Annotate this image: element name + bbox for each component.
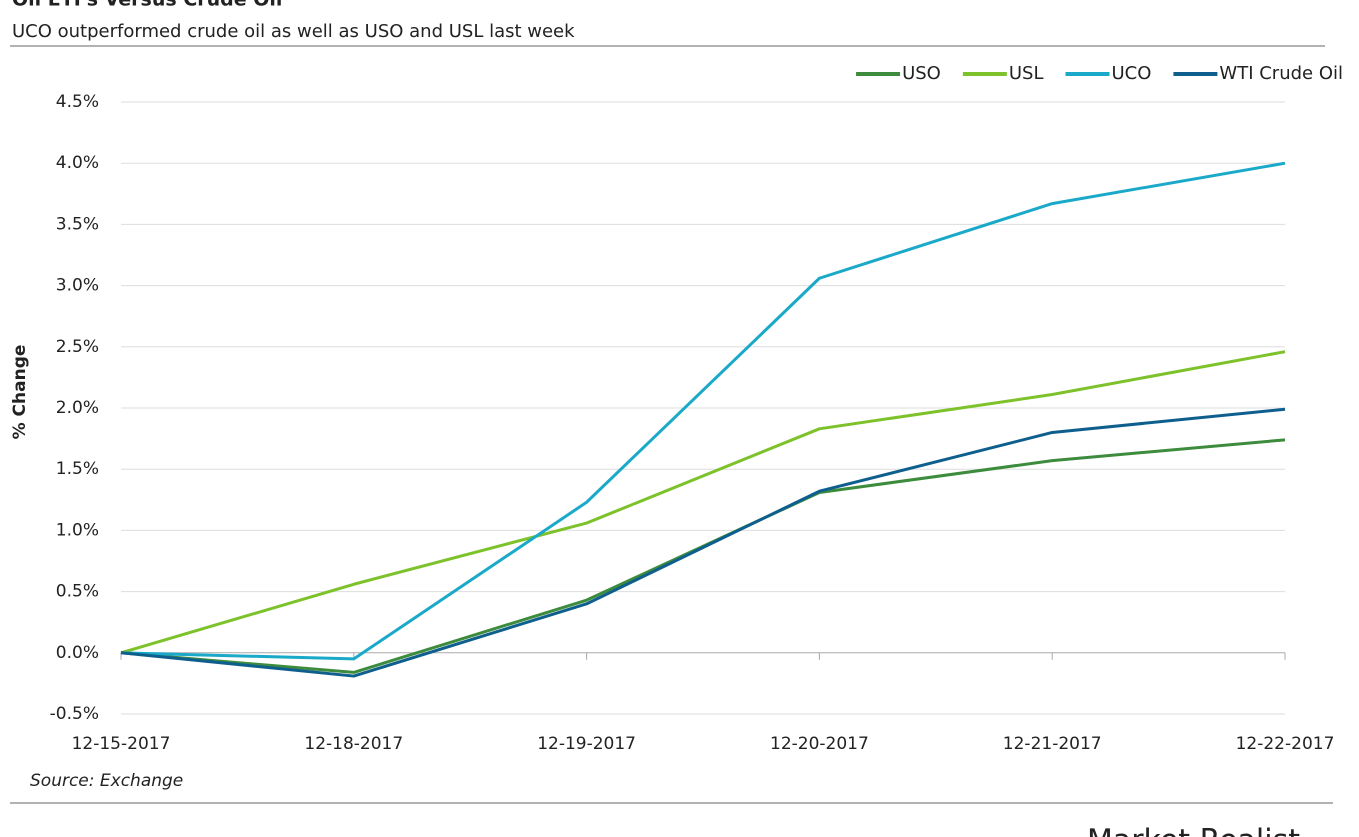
legend-label: UCO (1111, 63, 1151, 84)
y-tick-label: -0.5% (50, 704, 99, 724)
x-tick-label: 12-15-2017 (72, 734, 171, 754)
line-series (120, 407, 1286, 678)
y-tick-label: 4.0% (56, 153, 99, 173)
legend-label: USL (1009, 63, 1044, 84)
chart-subtitle: UCO outperformed crude oil as well as US… (12, 21, 575, 42)
watermark: Market Realist (1087, 824, 1300, 837)
legend-label: WTI Crude Oil (1219, 63, 1343, 84)
x-tick-label: 12-22-2017 (1236, 734, 1335, 754)
line-series (120, 161, 1286, 661)
x-tick-label: 12-21-2017 (1003, 734, 1102, 754)
legend-label: USO (902, 63, 941, 84)
x-tick-label: 12-20-2017 (770, 734, 869, 754)
y-tick-label: 0.0% (56, 643, 99, 663)
y-tick-label: 3.5% (56, 214, 99, 234)
source: Source: Exchange (30, 771, 183, 791)
y-tick-label: 1.0% (56, 520, 99, 540)
x-tick-label: 12-19-2017 (537, 734, 636, 754)
y-tick-label: 2.0% (56, 398, 99, 418)
x-tick-label: 12-18-2017 (304, 734, 403, 754)
y-tick-label: 4.5% (56, 92, 99, 112)
y-tick-label: 3.0% (56, 276, 99, 296)
chart-title: Oil ETFs Versus Crude Oil (12, 0, 282, 11)
y-tick-label: 2.5% (56, 337, 99, 357)
y-axis-title: % Change (10, 345, 30, 440)
line-series (120, 350, 1286, 655)
y-tick-label: 0.5% (56, 582, 99, 602)
y-tick-label: 1.5% (56, 459, 99, 479)
